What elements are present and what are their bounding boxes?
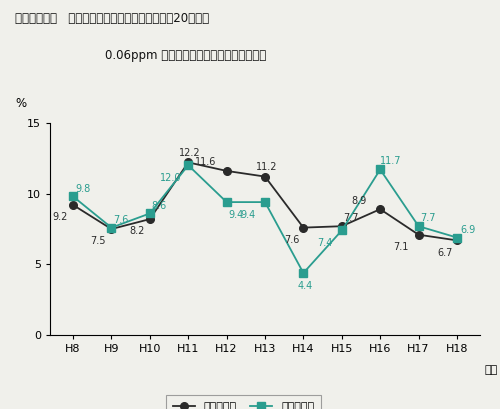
Text: 9.2: 9.2	[52, 212, 68, 222]
Text: 6.9: 6.9	[460, 225, 475, 235]
Text: 7.7: 7.7	[344, 213, 359, 223]
四日市地域	[108, 227, 114, 231]
Text: 11.2: 11.2	[256, 162, 278, 172]
四日市地域	[377, 207, 383, 211]
三重県全域	[108, 225, 114, 230]
三重県全域	[185, 163, 191, 168]
Text: %: %	[16, 97, 26, 110]
Text: 6.7: 6.7	[438, 248, 453, 258]
Text: 9.4: 9.4	[240, 210, 256, 220]
Text: 7.6: 7.6	[284, 235, 300, 245]
Text: 7.1: 7.1	[394, 242, 409, 252]
Text: 9.4: 9.4	[228, 210, 244, 220]
Text: 11.7: 11.7	[380, 156, 402, 166]
三重県全域	[377, 167, 383, 172]
三重県全域	[70, 194, 76, 199]
四日市地域	[185, 160, 191, 165]
四日市地域	[70, 202, 76, 207]
Text: 8.9: 8.9	[352, 196, 366, 207]
三重県全域	[147, 211, 153, 216]
三重県全域	[262, 200, 268, 204]
四日市地域	[416, 232, 422, 237]
Line: 三重県全域: 三重県全域	[69, 162, 461, 277]
Line: 四日市地域: 四日市地域	[69, 159, 461, 244]
四日市地域	[224, 169, 230, 173]
四日市地域	[262, 174, 268, 179]
三重県全域	[339, 228, 345, 233]
Text: 7.5: 7.5	[90, 236, 106, 246]
四日市地域	[147, 217, 153, 222]
Legend: 四日市地域, 三重県全域: 四日市地域, 三重県全域	[166, 396, 321, 409]
Text: 7.4: 7.4	[317, 238, 332, 248]
四日市地域	[300, 225, 306, 230]
三重県全域	[300, 270, 306, 275]
Text: 7.6: 7.6	[114, 215, 128, 225]
四日市地域	[339, 224, 345, 229]
Text: 12.2: 12.2	[180, 148, 201, 158]
Text: 7.7: 7.7	[420, 213, 436, 223]
Text: 年度: 年度	[484, 365, 498, 375]
Text: 12.0: 12.0	[160, 173, 182, 183]
Text: 8.2: 8.2	[130, 226, 145, 236]
三重県全域	[416, 224, 422, 229]
三重県全域	[454, 235, 460, 240]
Text: 0.06ppm を超えた時間数の割合の経年変化: 0.06ppm を超えた時間数の割合の経年変化	[15, 49, 266, 62]
Text: 8.6: 8.6	[152, 201, 167, 211]
Text: 4.4: 4.4	[298, 281, 313, 291]
三重県全域	[224, 200, 230, 204]
四日市地域	[454, 238, 460, 243]
Text: 11.6: 11.6	[195, 157, 216, 167]
Text: 9.8: 9.8	[75, 184, 90, 193]
Text: 図１－３－４   光化学オキシダント昼間値（５～20時）が: 図１－３－４ 光化学オキシダント昼間値（５～20時）が	[15, 12, 209, 25]
